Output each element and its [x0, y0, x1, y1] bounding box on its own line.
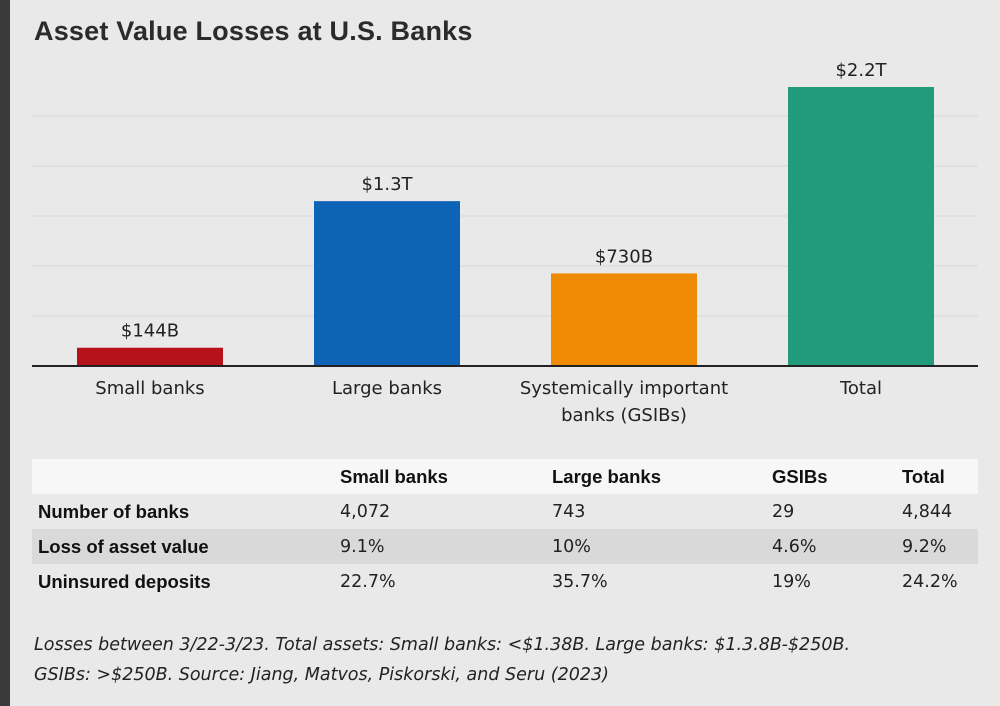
category-label: Small banks	[95, 378, 204, 399]
table-cell: 9.2%	[902, 536, 947, 557]
category-label: banks (GSIBs)	[561, 405, 687, 426]
table-cell: 10%	[552, 536, 591, 557]
table-header-cell: Large banks	[552, 465, 661, 487]
bar	[788, 87, 934, 366]
row-label: Number of banks	[38, 500, 190, 522]
table-cell: 4,844	[902, 501, 953, 522]
bar-value-label: $730B	[595, 246, 653, 267]
table-header-cell	[32, 459, 334, 494]
table-cell: 4,072	[340, 501, 391, 522]
stats-table: Small banks Large banks GSIBs Total Numb…	[32, 459, 978, 599]
bar-value-labels: $144B $1.3T $730B $2.2T	[121, 60, 888, 342]
table-header-row: Small banks Large banks GSIBs Total	[32, 459, 978, 494]
table-header-cell: Total	[902, 465, 945, 487]
table-cell: 35.7%	[552, 571, 608, 592]
table-cell: 24.2%	[902, 571, 958, 592]
footnote-line: GSIBs: >$250B. Source: Jiang, Matvos, Pi…	[34, 665, 609, 685]
table-row: Uninsured deposits 22.7% 35.7% 19% 24.2%	[32, 564, 978, 599]
category-label: Total	[839, 378, 882, 399]
table-cell: 22.7%	[340, 571, 396, 592]
bars	[77, 87, 934, 366]
bar-value-label: $2.2T	[835, 60, 887, 81]
table-row: Loss of asset value 9.1% 10% 4.6% 9.2%	[32, 529, 978, 564]
bar	[314, 201, 460, 366]
table-header-cell: Small banks	[340, 465, 448, 487]
bar-chart: $144B $1.3T $730B $2.2T Small banks Large ba…	[32, 60, 978, 426]
table-cell: 29	[772, 501, 795, 522]
bar-value-label: $1.3T	[361, 174, 413, 195]
bar	[551, 273, 697, 366]
footnote-line: Losses between 3/22-3/23. Total assets: …	[34, 635, 851, 655]
table-cell: 4.6%	[772, 536, 817, 557]
table-header-cell: GSIBs	[772, 465, 828, 487]
bar	[77, 347, 223, 366]
category-label: Systemically important	[520, 378, 728, 399]
category-label: Large banks	[332, 378, 442, 399]
bar-value-label: $144B	[121, 321, 179, 342]
table-cell: 19%	[772, 571, 811, 592]
table-cell: 9.1%	[340, 536, 385, 557]
row-label: Loss of asset value	[38, 535, 209, 557]
table-row: Number of banks 4,072 743 29 4,844	[32, 494, 978, 529]
footnote: Losses between 3/22-3/23. Total assets: …	[34, 630, 934, 690]
left-accent-bar	[0, 0, 10, 706]
chart-title: Asset Value Losses at U.S. Banks	[34, 16, 473, 46]
category-labels: Small banks Large banks Systemically impor…	[95, 378, 882, 426]
table-cell: 743	[552, 501, 586, 522]
row-label: Uninsured deposits	[38, 570, 211, 592]
